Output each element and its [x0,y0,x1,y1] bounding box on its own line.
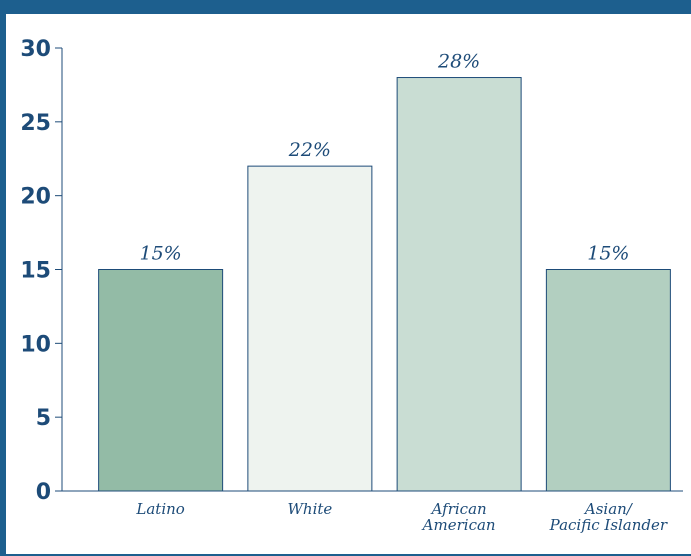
y-tick-label: 15 [20,259,51,284]
bar-value-label: 15% [587,243,629,265]
x-category-label-line: African [430,500,487,518]
y-tick-label: 5 [36,406,51,431]
y-tick-label: 25 [20,111,51,136]
bar [247,165,373,492]
y-tick-label: 0 [36,480,51,505]
x-category-label: Latino [135,500,184,518]
y-tick-label: 10 [20,332,51,357]
x-category-label-line: American [421,516,496,534]
x-category-label-line: Pacific Islander [549,516,668,534]
bar-value-label: 15% [140,243,182,265]
x-category-label-line: Latino [135,500,184,518]
bar-value-label: 28% [437,51,480,73]
x-category-label: African American [421,500,496,534]
bar-value-label: 22% [288,139,331,161]
bar [396,77,522,492]
y-tick-label: 30 [20,37,51,62]
x-category-label-line: Asian/ [583,500,634,518]
y-tick-label: 20 [20,185,51,210]
x-category-label: Asian/Pacific Islander [549,500,668,534]
x-category-label: White [287,500,332,518]
bar [98,269,224,492]
x-category-label-line: White [287,500,332,518]
bar [545,269,671,492]
